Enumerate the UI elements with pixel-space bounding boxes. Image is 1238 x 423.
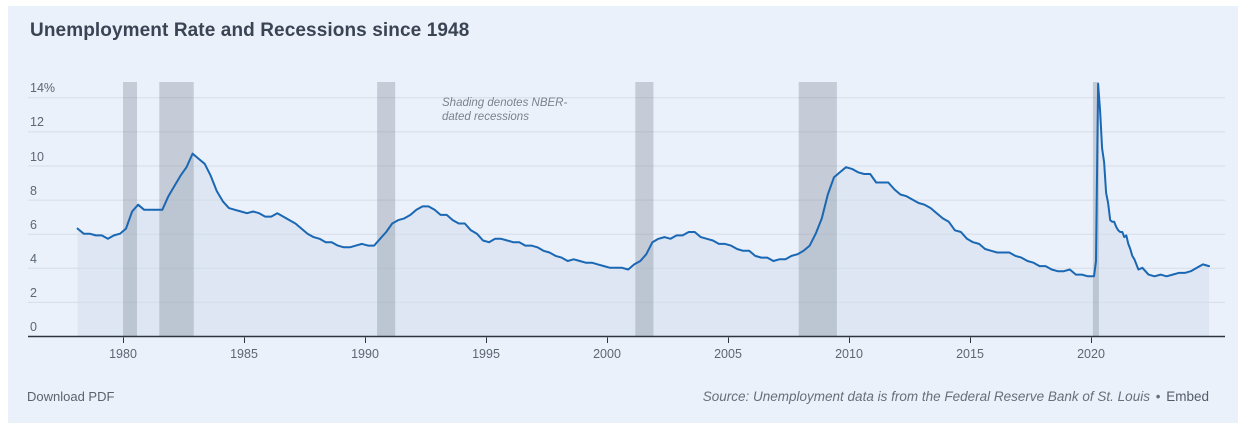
recession-annotation: Shading denotes NBER- dated recessions	[442, 96, 567, 124]
y-axis-label: 6	[30, 217, 37, 232]
separator-bullet: •	[1155, 389, 1161, 404]
y-axis-label: 2	[30, 285, 37, 300]
recession-band	[123, 82, 137, 336]
x-axis-label: 2015	[956, 347, 984, 361]
x-axis-label: 1980	[109, 347, 137, 361]
area-fill	[77, 83, 1210, 336]
x-axis-label: 1990	[351, 347, 379, 361]
y-axis-label: 8	[30, 183, 37, 198]
annotation-line2: dated recessions	[442, 111, 529, 123]
y-axis-label: 12	[30, 115, 44, 130]
download-pdf-link[interactable]: Download PDF	[27, 389, 115, 404]
recession-band	[159, 82, 194, 336]
x-axis-label: 2010	[835, 347, 863, 361]
x-axis-label: 2000	[593, 347, 621, 361]
unemployment-line	[76, 82, 1210, 278]
x-axis-label: 2005	[714, 347, 742, 361]
recession-band	[798, 82, 837, 336]
y-axis-label: 14%	[30, 81, 56, 96]
source-text: Source: Unemployment data is from the Fe…	[702, 389, 1150, 404]
y-axis-label: 4	[30, 251, 37, 266]
x-axis-label: 1985	[230, 347, 258, 361]
y-axis-label: 0	[30, 320, 37, 334]
source-line: Source: Unemployment data is from the Fe…	[703, 389, 1209, 404]
x-axis-label: 2020	[1077, 347, 1105, 361]
y-axis-label: 10	[30, 149, 44, 164]
embed-link[interactable]: Embed	[1166, 389, 1209, 404]
x-axis-label: 1995	[472, 347, 500, 361]
chart-title: Unemployment Rate and Recessions since 1…	[30, 20, 470, 41]
annotation-line1: Shading denotes NBER-	[442, 97, 568, 109]
recession-band	[635, 82, 654, 336]
recession-band	[377, 82, 396, 336]
